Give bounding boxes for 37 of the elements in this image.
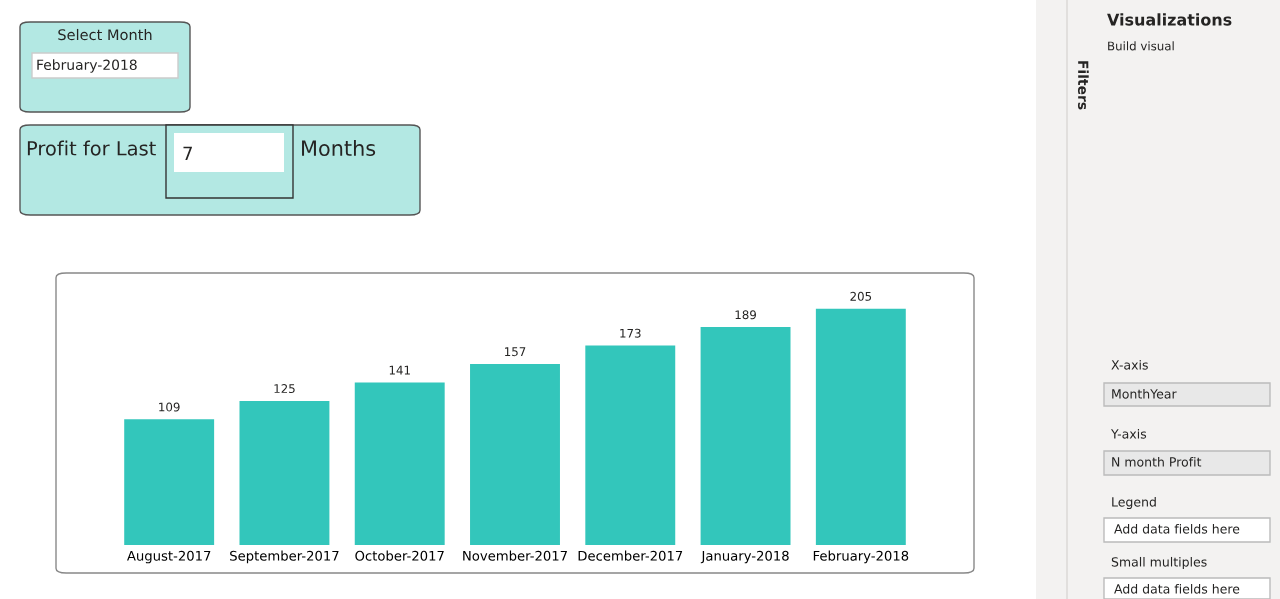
text: Visualizations (1107, 13, 1232, 26)
x-tick-label: February-2018 (813, 550, 909, 564)
data-label: 205 (850, 291, 872, 301)
bar (815, 308, 906, 545)
text: N month Profit (1112, 456, 1202, 467)
bar (124, 419, 215, 545)
data-label: 157 (505, 347, 526, 357)
text: Select Month (58, 28, 152, 41)
x-tick-label: August-2017 (127, 550, 211, 564)
data-label: 125 (274, 384, 295, 394)
text: Months (302, 139, 376, 157)
bar (470, 363, 560, 545)
x-tick-label: January-2018 (700, 550, 789, 564)
text: 7 (183, 146, 192, 160)
text: MonthYear (1112, 388, 1177, 399)
data-label: 189 (735, 310, 756, 320)
text: February-2018 (37, 59, 137, 73)
text: Small multiples (1111, 556, 1207, 570)
text: Build visual (1108, 41, 1174, 51)
bar (239, 400, 330, 545)
text: Filters (1077, 61, 1089, 110)
text: Legend (1112, 496, 1156, 510)
text: Add data fields here (1114, 523, 1240, 534)
data-label: 141 (389, 365, 410, 375)
x-tick-label: November-2017 (463, 550, 567, 561)
text: X-axis (1111, 359, 1148, 370)
x-tick-label: December-2017 (578, 550, 683, 561)
bar (700, 327, 791, 545)
text: Add data fields here (1114, 583, 1240, 594)
x-tick-label: September-2017 (230, 550, 339, 564)
text: Profit for Last (27, 140, 156, 156)
x-tick-label: October-2017 (355, 550, 444, 561)
data-label: 173 (620, 328, 641, 338)
bar (585, 345, 676, 545)
data-label: 109 (159, 402, 180, 412)
text: Y-axis (1110, 428, 1147, 439)
bar (354, 382, 445, 545)
